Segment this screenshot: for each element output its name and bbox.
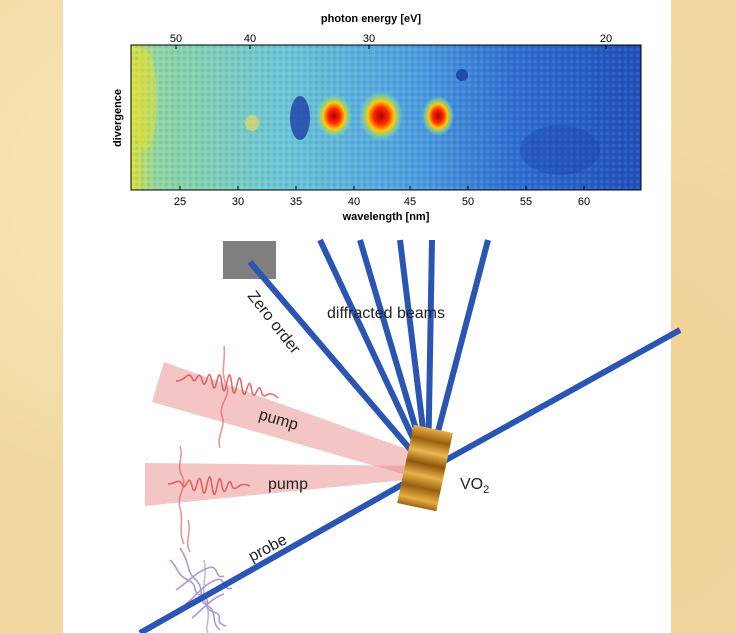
top-tick-label: 30: [363, 33, 375, 45]
top-tick-label: 40: [244, 33, 256, 45]
bottom-axis-title: wavelength [nm]: [342, 211, 430, 223]
top-axis-title: photon energy [eV]: [321, 13, 422, 25]
diffraction-spot: [359, 91, 403, 141]
probe-pulse: [169, 547, 233, 633]
vo2-sample: [397, 424, 453, 512]
diffracted-beams-label: diffracted beams: [327, 305, 445, 322]
pump-label-lower: pump: [268, 476, 308, 493]
diffraction-spot: [422, 96, 454, 136]
top-axis: 50 40 30 20: [170, 33, 612, 49]
y-axis-title: divergence: [112, 89, 124, 147]
bottom-tick-label: 50: [462, 196, 474, 208]
top-tick-label: 50: [170, 33, 182, 45]
probe-beam: [138, 467, 430, 633]
beam-stop: [223, 241, 276, 279]
zero-order-label: Zero order: [244, 288, 304, 358]
top-tick-label: 20: [600, 33, 612, 45]
bottom-axis: 25 30 35 40 45 50 55 60: [174, 186, 590, 208]
bottom-tick-label: 55: [520, 196, 532, 208]
bottom-tick-label: 35: [290, 196, 302, 208]
bottom-tick-label: 30: [232, 196, 244, 208]
pump-pulse-lower: [167, 445, 251, 553]
bottom-tick-label: 25: [174, 196, 186, 208]
pump-beam-upper: [152, 362, 432, 480]
pump-beam-lower: [145, 463, 425, 506]
spectrum-plot: 50 40 30 20 photon energy [eV] 25 30 35 …: [112, 13, 642, 223]
beam-diagram: Zero order diffracted beams pump pump pr…: [138, 238, 682, 633]
zero-order-beam: [247, 260, 431, 472]
reflected-beam: [426, 327, 682, 473]
bottom-tick-label: 40: [348, 196, 360, 208]
bottom-tick-label: 45: [404, 196, 416, 208]
diffraction-spot: [316, 94, 352, 138]
sample-label: VO2: [460, 476, 489, 496]
bottom-tick-label: 60: [578, 196, 590, 208]
pump-pulse-upper: [175, 345, 279, 449]
